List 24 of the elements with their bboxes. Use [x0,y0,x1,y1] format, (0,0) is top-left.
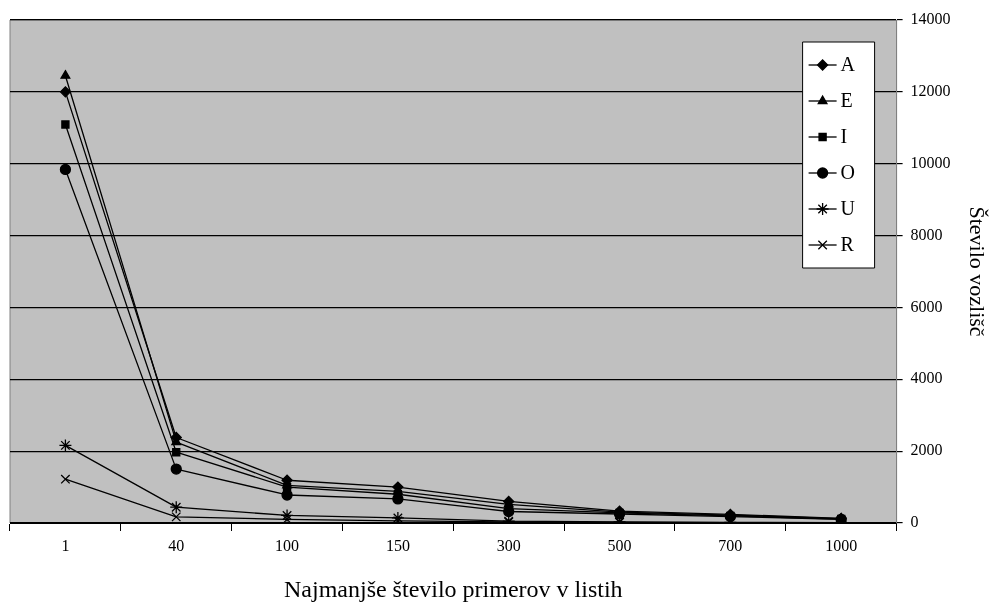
x-tick-label: 700 [718,536,743,554]
x-tick-label: 500 [607,536,632,554]
y-tick-label: 4000 [910,369,943,387]
x-tick-label: 100 [275,536,300,554]
legend-label: U [840,197,856,220]
y-axis-title: Število vozlišč [965,206,991,337]
y-tick-label: 0 [910,513,919,531]
x-axis-title: Najmanjše število primerov v listih [283,575,623,602]
x-tick-label: 300 [496,536,521,554]
legend-label: R [840,233,855,256]
x-tick-label: 40 [168,536,185,554]
y-tick-label: 6000 [910,297,943,315]
y-tick-label: 12000 [910,82,951,100]
legend-label: O [840,161,856,184]
y-tick-label: 14000 [910,10,951,28]
x-tick-label: 1000 [825,536,858,554]
y-tick-label: 2000 [910,441,943,459]
y-tick-label: 10000 [910,153,951,171]
y-tick-label: 8000 [910,225,943,243]
x-tick-label: 150 [385,536,410,554]
x-tick-label: 1 [61,536,70,554]
legend-label: I [840,125,848,148]
legend-label: E [840,89,853,112]
legend-label: A [840,53,856,76]
